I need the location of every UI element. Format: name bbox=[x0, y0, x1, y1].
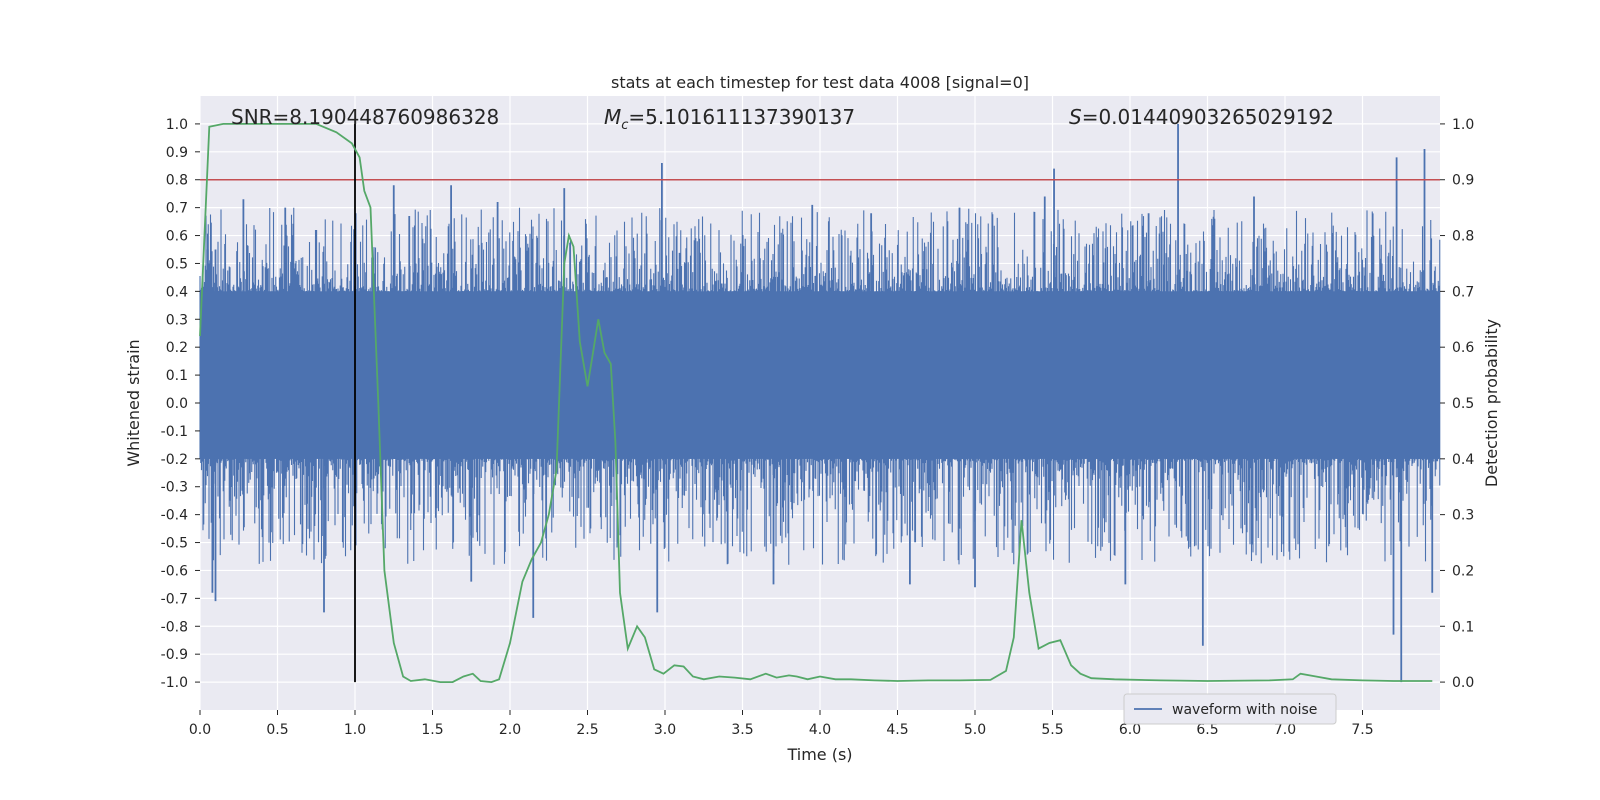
y-tick-label: 0.2 bbox=[166, 340, 188, 356]
y-ticks: 1.0 0.9 0.8 0.7 0.6 0.5 0.4 0.3 0.2 0.1 0.0 -0.1 -0.… bbox=[161, 117, 200, 691]
y-axis-label: Whitened strain bbox=[124, 339, 143, 466]
x-tick-label: 2.0 bbox=[499, 722, 521, 738]
y-tick-label: 0.8 bbox=[166, 173, 188, 189]
y-tick-label: -0.1 bbox=[161, 424, 188, 440]
x-tick-label: 2.5 bbox=[576, 722, 598, 738]
y-tick-label: 0.0 bbox=[166, 396, 188, 412]
waveform-series bbox=[199, 123, 1441, 683]
y2-tick-label: 0.4 bbox=[1452, 452, 1474, 468]
y-tick-label: 0.3 bbox=[166, 312, 188, 328]
x-tick-label: 0.5 bbox=[266, 722, 288, 738]
y-tick-label: 0.6 bbox=[166, 229, 188, 245]
mc-value: =5.101611137390137 bbox=[628, 105, 855, 129]
y-tick-label: -0.5 bbox=[161, 536, 188, 552]
y-tick-label: -0.7 bbox=[161, 591, 188, 607]
y-tick-label: -0.2 bbox=[161, 452, 188, 468]
y2-ticks: 1.0 0.9 0.8 0.7 0.6 0.5 0.4 0.3 0.2 0.1 0.0 bbox=[1440, 117, 1474, 691]
y-tick-label: -0.9 bbox=[161, 647, 188, 663]
y2-tick-label: 0.1 bbox=[1452, 619, 1474, 635]
snr-annotation: SNR=8.190448760986328 bbox=[231, 105, 499, 129]
y2-axis-label: Detection probability bbox=[1482, 319, 1501, 487]
mc-subscript: c bbox=[621, 118, 628, 133]
x-tick-label: 1.5 bbox=[421, 722, 443, 738]
x-tick-label: 0.0 bbox=[189, 722, 211, 738]
y2-tick-label: 0.7 bbox=[1452, 284, 1474, 300]
probability-line bbox=[199, 123, 1433, 684]
x-tick-label: 6.0 bbox=[1119, 722, 1141, 738]
legend: waveform with noise bbox=[1123, 693, 1337, 725]
x-tick-label: 5.0 bbox=[964, 722, 986, 738]
mc-symbol: M bbox=[604, 105, 621, 129]
y2-tick-label: 0.2 bbox=[1452, 563, 1474, 579]
s-value: =0.01440903265029192 bbox=[1082, 105, 1334, 129]
y2-tick-label: 0.3 bbox=[1452, 508, 1474, 524]
s-symbol: S bbox=[1069, 105, 1082, 129]
x-axis-label: Time (s) bbox=[786, 745, 852, 764]
x-tick-label: 4.0 bbox=[809, 722, 831, 738]
y2-tick-label: 1.0 bbox=[1452, 117, 1474, 133]
y-tick-label: 1.0 bbox=[166, 117, 188, 133]
y2-tick-label: 0.6 bbox=[1452, 340, 1474, 356]
x-tick-label: 1.0 bbox=[344, 722, 366, 738]
mc-annotation: Mc=5.101611137390137 bbox=[604, 105, 855, 133]
x-tick-label: 7.5 bbox=[1351, 722, 1373, 738]
y-tick-label: -1.0 bbox=[161, 675, 188, 691]
y-tick-label: 0.9 bbox=[166, 145, 188, 161]
reference-lines bbox=[200, 123, 1440, 683]
s-annotation: S=0.01440903265029192 bbox=[1069, 105, 1334, 129]
y-tick-label: 0.4 bbox=[166, 284, 188, 300]
y2-tick-label: 0.9 bbox=[1452, 173, 1474, 189]
x-tick-label: 6.5 bbox=[1196, 722, 1218, 738]
y2-tick-label: 0.8 bbox=[1452, 229, 1474, 245]
x-tick-label: 4.5 bbox=[886, 722, 908, 738]
x-tick-label: 5.5 bbox=[1041, 722, 1063, 738]
y2-tick-label: 0.0 bbox=[1452, 675, 1474, 691]
legend-entry-waveform: waveform with noise bbox=[1172, 702, 1317, 718]
y-tick-label: -0.4 bbox=[161, 508, 188, 524]
x-tick-label: 3.0 bbox=[654, 722, 676, 738]
chart-title: stats at each timestep for test data 400… bbox=[611, 73, 1029, 92]
probability-series bbox=[199, 123, 1433, 684]
y-tick-label: -0.8 bbox=[161, 619, 188, 635]
y-tick-label: 0.1 bbox=[166, 368, 188, 384]
y-tick-label: 0.7 bbox=[166, 201, 188, 217]
waveform-core bbox=[200, 291, 1440, 459]
y-tick-label: -0.3 bbox=[161, 480, 188, 496]
y-tick-label: 0.5 bbox=[166, 256, 188, 272]
x-tick-label: 7.0 bbox=[1274, 722, 1296, 738]
x-tick-label: 3.5 bbox=[731, 722, 753, 738]
y-tick-label: -0.6 bbox=[161, 563, 188, 579]
y2-tick-label: 0.5 bbox=[1452, 396, 1474, 412]
legend-box bbox=[1123, 693, 1337, 725]
